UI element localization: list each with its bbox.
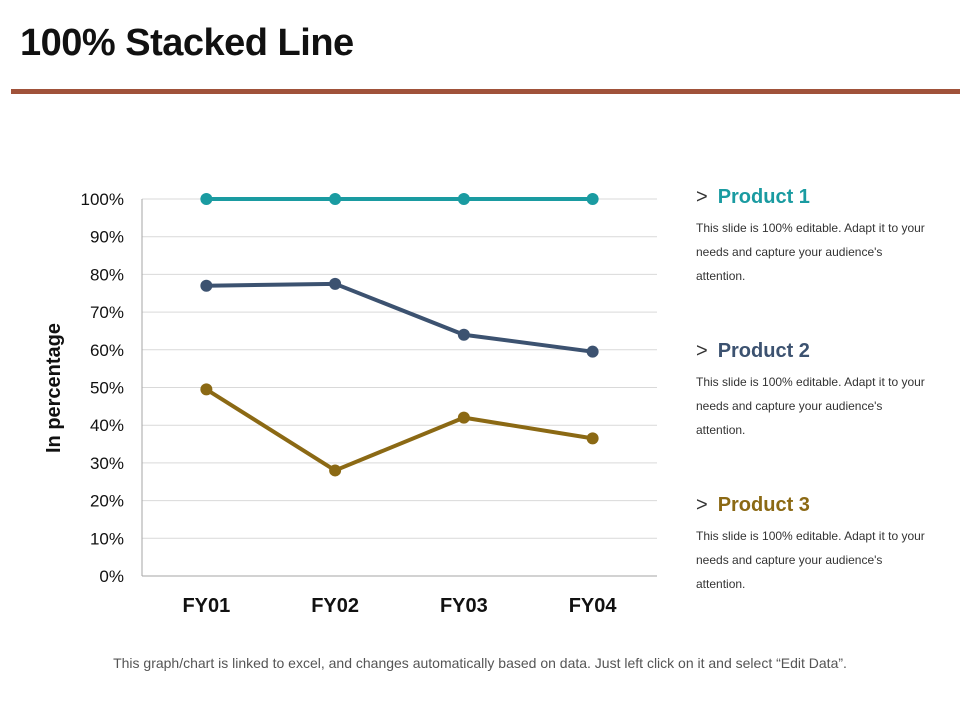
data-point-product-3 xyxy=(586,432,599,445)
chevron-right-icon: > xyxy=(696,340,708,362)
y-tick-label: 40% xyxy=(90,416,124,435)
legend-label: Product 2 xyxy=(717,340,810,362)
y-tick-label: 30% xyxy=(90,454,124,473)
legend-item-product-3: > Product 3 This slide is 100% editable.… xyxy=(696,494,946,596)
legend-description: This slide is 100% editable. Adapt it to… xyxy=(696,529,925,591)
data-point-product-2 xyxy=(200,279,213,292)
chevron-right-icon: > xyxy=(696,494,708,516)
y-tick-label: 80% xyxy=(90,265,124,284)
y-tick-label: 70% xyxy=(90,303,124,322)
data-point-product-1 xyxy=(329,193,342,205)
data-point-product-2 xyxy=(329,277,342,290)
legend-description: This slide is 100% editable. Adapt it to… xyxy=(696,375,925,437)
title-divider xyxy=(11,89,960,94)
x-tick-label: FY02 xyxy=(311,595,359,617)
data-point-product-1 xyxy=(457,193,470,205)
data-point-product-3 xyxy=(200,383,213,396)
y-tick-label: 0% xyxy=(99,567,124,586)
data-point-product-2 xyxy=(586,345,599,358)
legend-item-product-2: > Product 2 This slide is 100% editable.… xyxy=(696,340,946,442)
y-tick-label: 60% xyxy=(90,341,124,360)
y-tick-label: 100% xyxy=(81,190,124,209)
data-point-product-3 xyxy=(457,411,470,424)
chevron-right-icon: > xyxy=(696,186,708,208)
x-tick-label: FY03 xyxy=(440,595,488,617)
y-tick-label: 10% xyxy=(90,529,124,548)
y-axis-title: In percentage xyxy=(43,323,65,453)
y-tick-label: 20% xyxy=(90,492,124,511)
slide-title: 100% Stacked Line xyxy=(20,22,354,64)
legend-item-product-1: > Product 1 This slide is 100% editable.… xyxy=(696,186,946,288)
legend-label: Product 3 xyxy=(717,494,810,516)
series-line-product-3 xyxy=(204,387,595,473)
series-line-product-2 xyxy=(204,281,595,354)
x-tick-label: FY01 xyxy=(182,595,230,617)
data-point-product-1 xyxy=(200,193,213,205)
footnote: This graph/chart is linked to excel, and… xyxy=(113,655,847,671)
y-tick-label: 50% xyxy=(90,379,124,398)
y-tick-label: 90% xyxy=(90,228,124,247)
x-tick-label: FY04 xyxy=(569,595,618,617)
data-point-product-3 xyxy=(329,464,342,477)
data-point-product-1 xyxy=(586,193,599,205)
data-point-product-2 xyxy=(457,328,470,341)
legend-description: This slide is 100% editable. Adapt it to… xyxy=(696,221,925,283)
legend-label: Product 1 xyxy=(717,186,810,208)
